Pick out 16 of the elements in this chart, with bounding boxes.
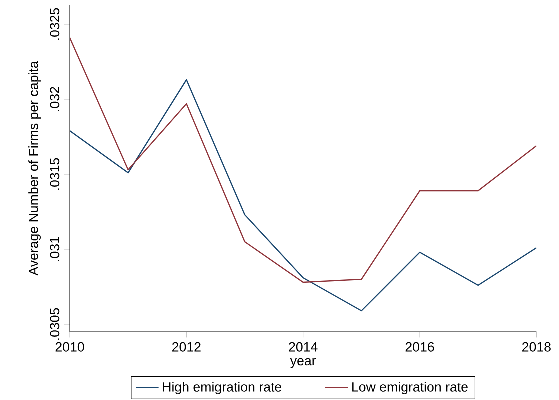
y-tick-label: .0315 [50,158,60,190]
y-tick-label: .032 [50,87,60,112]
y-tick-label: .0305 [50,308,60,340]
y-tick-label: .0325 [50,8,60,40]
x-axis-title: year [290,358,316,368]
legend-label: High emigration rate [163,382,282,395]
x-tick-label: 2014 [289,342,318,352]
x-tick-label: 2012 [172,342,201,352]
x-tick-label: 2018 [522,342,551,352]
legend-label: Low emigration rate [352,382,468,395]
line-series [70,79,537,312]
y-tick-label: .031 [50,237,60,262]
line-series [70,37,537,284]
y-axis-title: Average Number of Firms per capita [28,61,41,276]
x-tick-label: 2016 [406,342,434,352]
x-tick-label: 2010 [56,342,84,352]
